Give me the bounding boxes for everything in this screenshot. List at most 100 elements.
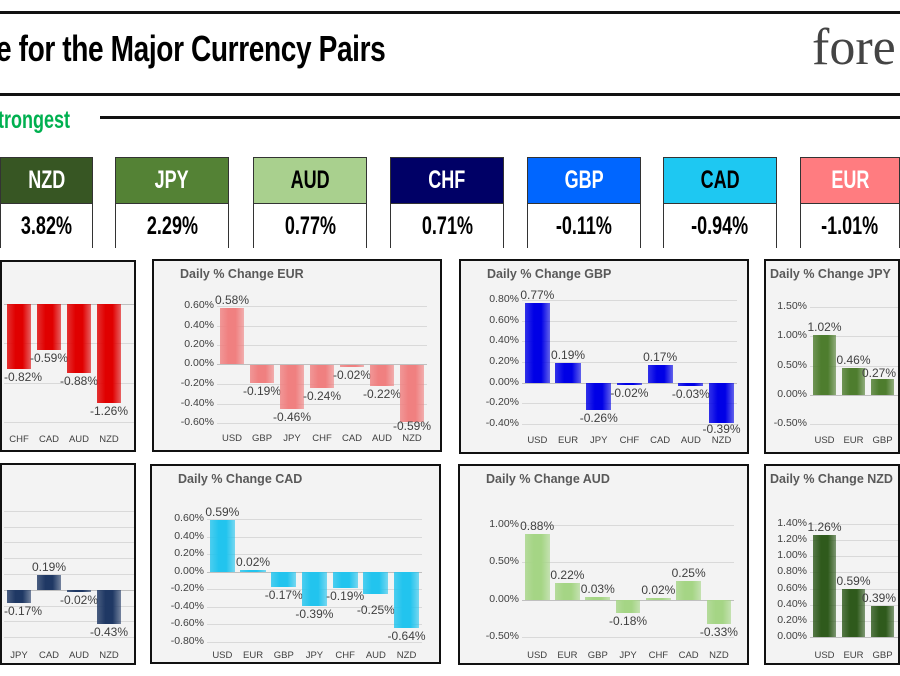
y-tick-label: 0.40% <box>184 319 214 331</box>
data-label: 0.58% <box>214 292 250 307</box>
currency-change-text: -0.94% <box>691 212 749 240</box>
bar-cad <box>647 365 673 383</box>
y-tick-label: 0.00% <box>174 565 204 577</box>
y-tick-label: 0.00% <box>489 376 519 388</box>
currency-change: 2.29% <box>116 204 228 249</box>
gridline <box>4 621 134 622</box>
currency-change: 0.71% <box>391 204 503 249</box>
x-tick-label: CAD <box>650 435 671 446</box>
bar-cad <box>36 574 62 590</box>
logo: fore <box>812 19 896 76</box>
bar-chf <box>309 364 335 388</box>
data-label: 0.27% <box>861 365 896 380</box>
currency-change-text: 3.82% <box>20 212 73 240</box>
chart-title: Daily % Change JPY <box>770 267 891 281</box>
x-tick-label: JPY <box>590 435 608 446</box>
y-tick-label: 0.40% <box>489 334 519 346</box>
chart-panel: Daily % Change GBP -0.40% -0.20% 0.00% 0.20%… <box>459 259 749 454</box>
data-label: 0.02% <box>236 554 271 569</box>
x-tick-label: EUR <box>843 650 864 661</box>
y-tick-label: 0.20% <box>489 355 519 367</box>
gridline <box>810 556 898 557</box>
bar-cad <box>676 581 702 600</box>
gridline <box>810 524 898 525</box>
y-tick-label: -0.40% <box>170 600 204 612</box>
bar-aud <box>363 571 389 594</box>
currency-change-text: -0.11% <box>555 212 613 240</box>
data-label: -0.02% <box>332 367 372 382</box>
chart-panel: JPY -0.17% CAD 0.19% AUD -0.02% NZD -0.43% <box>0 463 136 665</box>
bar-gbp <box>249 364 275 384</box>
page-title: e for the Major Currency Pairs <box>0 28 386 69</box>
gridline <box>810 424 898 425</box>
gridline <box>4 574 134 575</box>
y-tick-label: 0.80% <box>777 565 807 577</box>
x-tick-label: GBP <box>587 650 608 661</box>
gridline <box>810 366 898 367</box>
y-tick-label: 1.20% <box>777 533 807 545</box>
currency-code: NZD <box>1 158 92 204</box>
x-tick-label: AUD <box>68 650 90 661</box>
bar-jpy <box>586 382 612 410</box>
currency-code-text: AUD <box>290 166 330 194</box>
currency-box-aud: AUD 0.77% <box>253 157 367 249</box>
x-tick-label: GBP <box>273 650 294 661</box>
y-tick-label: 0.00% <box>777 630 807 642</box>
y-tick-label: -0.80% <box>170 635 204 647</box>
gridline <box>4 558 134 559</box>
x-tick-label: EUR <box>243 650 264 661</box>
currency-change-text: 0.71% <box>421 212 473 240</box>
currency-code: GBP <box>528 158 640 204</box>
bar-usd <box>524 533 550 600</box>
bar-eur <box>555 363 581 383</box>
y-tick-label: 0.80% <box>489 293 519 305</box>
currency-code-text: NZD <box>27 166 65 194</box>
x-tick-label: JPY <box>619 650 637 661</box>
gridline <box>522 300 737 301</box>
currency-code: EUR <box>801 158 899 204</box>
gridline <box>522 321 737 322</box>
y-tick-label: -0.50% <box>485 630 519 642</box>
data-label: 0.59% <box>205 504 240 519</box>
y-tick-label: 0.20% <box>184 338 214 350</box>
data-label: -0.33% <box>699 625 738 640</box>
data-label: 0.22% <box>550 568 585 583</box>
currency-box-nzd: NZD 3.82% <box>0 157 93 249</box>
chart-title: Daily % Change EUR <box>180 267 304 281</box>
currency-change: -0.11% <box>528 204 640 249</box>
y-tick-label: -0.60% <box>180 416 214 428</box>
y-tick-label: 0.60% <box>777 582 807 594</box>
bar-nzd <box>708 382 735 423</box>
currency-change: 0.77% <box>254 204 366 249</box>
x-tick-label: NZD <box>402 433 422 444</box>
data-label: -0.64% <box>387 628 426 643</box>
bar-nzd <box>399 364 425 423</box>
gridline <box>207 624 422 625</box>
bar-usd <box>524 303 550 383</box>
chart-title: Daily % Change AUD <box>486 472 610 486</box>
y-tick-label: 0.60% <box>489 314 519 326</box>
currency-box-chf: CHF 0.71% <box>390 157 504 249</box>
x-tick-label: CAD <box>678 650 699 661</box>
data-label: -0.59% <box>29 351 69 366</box>
x-tick-label: USD <box>814 435 835 446</box>
data-label: 1.02% <box>807 320 842 335</box>
bar-eur <box>555 583 580 600</box>
currency-code: AUD <box>254 158 366 204</box>
currency-box-cad: CAD -0.94% <box>663 157 777 249</box>
x-tick-label: AUD <box>68 434 90 445</box>
x-tick-label: USD <box>527 650 548 661</box>
y-tick-label: 0.00% <box>489 593 519 605</box>
bar-nzd <box>96 589 122 624</box>
currency-change: -0.94% <box>664 204 776 249</box>
data-label: -0.59% <box>392 419 432 434</box>
y-tick-label: 0.20% <box>777 614 807 626</box>
bar-jpy <box>6 589 32 604</box>
gridline <box>4 606 134 607</box>
data-label: -0.19% <box>326 589 365 604</box>
currency-code-text: EUR <box>830 166 869 194</box>
x-tick-label: AUD <box>365 650 386 661</box>
bar-jpy <box>615 599 641 614</box>
data-label: -0.24% <box>302 388 342 403</box>
y-tick-label: -0.40% <box>485 417 519 429</box>
